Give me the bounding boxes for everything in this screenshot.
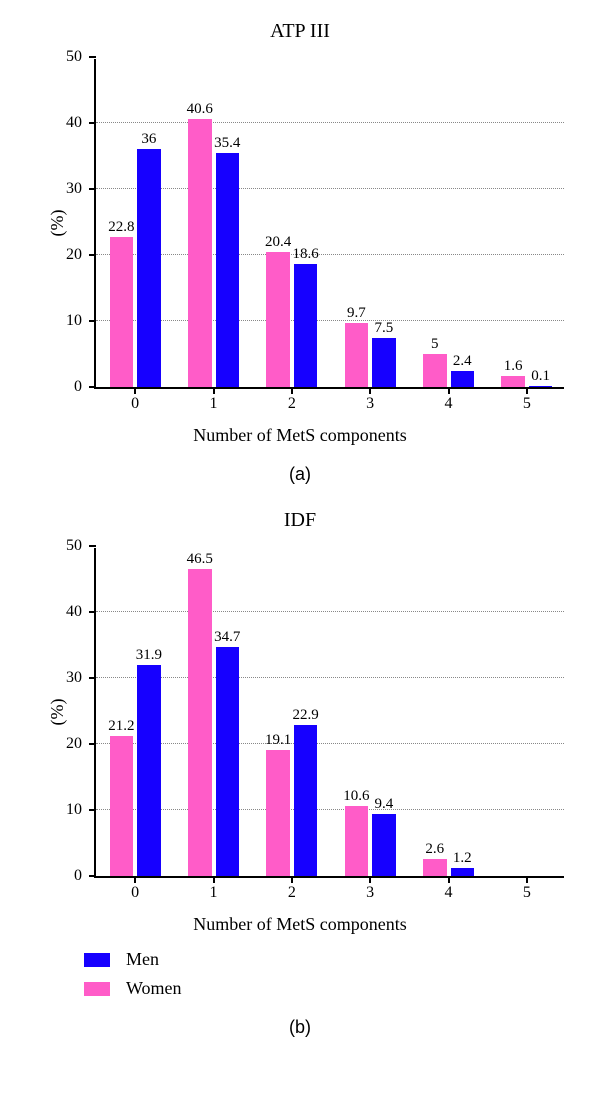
- bar-value-label: 35.4: [214, 135, 240, 153]
- y-tick-label: 40: [66, 603, 96, 621]
- bar-value-label: 19.1: [265, 732, 291, 750]
- x-tick-label: 5: [523, 387, 531, 413]
- grid-line: [96, 677, 564, 678]
- bar-men: 9.4: [372, 814, 396, 876]
- grid-line: [96, 188, 564, 189]
- bar-women: 2.6: [423, 859, 447, 876]
- x-tick-label: 5: [523, 876, 531, 902]
- bar-value-label: 10.6: [343, 788, 369, 806]
- bar-value-label: 22.8: [108, 219, 134, 237]
- bar-value-label: 1.2: [453, 850, 472, 868]
- legend-item: Men: [84, 949, 590, 970]
- bar-women: 5: [423, 354, 447, 387]
- bar-men: 1.2: [451, 868, 475, 876]
- bar-value-label: 9.4: [375, 796, 394, 814]
- grid-line: [96, 320, 564, 321]
- bar-value-label: 31.9: [136, 647, 162, 665]
- legend-swatch: [84, 953, 110, 967]
- bar-men: 7.5: [372, 338, 396, 388]
- bar-value-label: 2.4: [453, 353, 472, 371]
- y-tick-label: 0: [74, 378, 96, 396]
- bar-value-label: 5: [431, 336, 439, 354]
- grid-line: [96, 254, 564, 255]
- chart-b-plot-area: (%) 01020304050021.231.9146.534.7219.122…: [94, 548, 564, 878]
- x-tick-label: 0: [131, 387, 139, 413]
- y-tick-label: 50: [66, 537, 96, 555]
- bar-men: 31.9: [137, 665, 161, 876]
- legend-swatch: [84, 982, 110, 996]
- bar-women: 20.4: [266, 252, 290, 387]
- x-tick-label: 4: [445, 387, 453, 413]
- y-tick-label: 30: [66, 669, 96, 687]
- bar-value-label: 1.6: [504, 358, 523, 376]
- bar-value-label: 18.6: [292, 246, 318, 264]
- x-tick-label: 3: [366, 387, 374, 413]
- grid-line: [96, 809, 564, 810]
- bar-men: 0.1: [529, 386, 553, 387]
- x-tick-label: 1: [210, 387, 218, 413]
- y-tick-label: 10: [66, 312, 96, 330]
- bar-women: 19.1: [266, 750, 290, 876]
- bar-value-label: 20.4: [265, 234, 291, 252]
- figure-container: ATP III (%) 01020304050022.836140.635.42…: [0, 0, 600, 1072]
- grid-line: [96, 611, 564, 612]
- grid-line: [96, 743, 564, 744]
- chart-a-y-label: (%): [47, 210, 68, 237]
- bar-value-label: 0.1: [531, 368, 550, 386]
- y-tick-label: 20: [66, 735, 96, 753]
- y-tick-label: 50: [66, 48, 96, 66]
- legend-label: Women: [126, 978, 182, 999]
- chart-b-subcaption: (b): [10, 1017, 590, 1038]
- chart-a: (%) 01020304050022.836140.635.4220.418.6…: [16, 51, 584, 391]
- bar-value-label: 7.5: [375, 320, 394, 338]
- bar-value-label: 36: [141, 131, 156, 149]
- bar-women: 10.6: [345, 806, 369, 876]
- bar-women: 9.7: [345, 323, 369, 387]
- y-tick-label: 0: [74, 867, 96, 885]
- legend-item: Women: [84, 978, 590, 999]
- x-tick-label: 2: [288, 387, 296, 413]
- bar-value-label: 40.6: [187, 101, 213, 119]
- bar-women: 21.2: [110, 736, 134, 876]
- chart-b-y-label: (%): [47, 699, 68, 726]
- chart-a-subcaption: (a): [10, 464, 590, 485]
- chart-b-x-label: Number of MetS components: [10, 914, 590, 935]
- chart-a-title: ATP III: [10, 20, 590, 43]
- x-tick-label: 4: [445, 876, 453, 902]
- chart-a-plot-area: (%) 01020304050022.836140.635.4220.418.6…: [94, 59, 564, 389]
- bar-men: 34.7: [216, 647, 240, 876]
- bar-men: 36: [137, 149, 161, 387]
- bar-value-label: 34.7: [214, 629, 240, 647]
- legend: Men Women: [84, 949, 590, 999]
- bar-value-label: 21.2: [108, 718, 134, 736]
- chart-b-title: IDF: [10, 509, 590, 532]
- legend-label: Men: [126, 949, 159, 970]
- bar-women: 40.6: [188, 119, 212, 387]
- x-tick-label: 1: [210, 876, 218, 902]
- x-tick-label: 3: [366, 876, 374, 902]
- chart-b: (%) 01020304050021.231.9146.534.7219.122…: [16, 540, 584, 880]
- bar-men: 18.6: [294, 264, 318, 387]
- chart-a-x-label: Number of MetS components: [10, 425, 590, 446]
- bar-women: 22.8: [110, 237, 134, 387]
- y-tick-label: 20: [66, 246, 96, 264]
- bar-men: 35.4: [216, 153, 240, 387]
- bar-women: 46.5: [188, 569, 212, 876]
- x-tick-label: 0: [131, 876, 139, 902]
- bar-value-label: 46.5: [187, 551, 213, 569]
- y-tick-label: 40: [66, 114, 96, 132]
- bar-value-label: 2.6: [425, 841, 444, 859]
- grid-line: [96, 122, 564, 123]
- y-tick-label: 30: [66, 180, 96, 198]
- x-tick-label: 2: [288, 876, 296, 902]
- bar-value-label: 9.7: [347, 305, 366, 323]
- bar-value-label: 22.9: [292, 707, 318, 725]
- y-tick-label: 10: [66, 801, 96, 819]
- bar-men: 22.9: [294, 725, 318, 876]
- bar-men: 2.4: [451, 371, 475, 387]
- bar-women: 1.6: [501, 376, 525, 387]
